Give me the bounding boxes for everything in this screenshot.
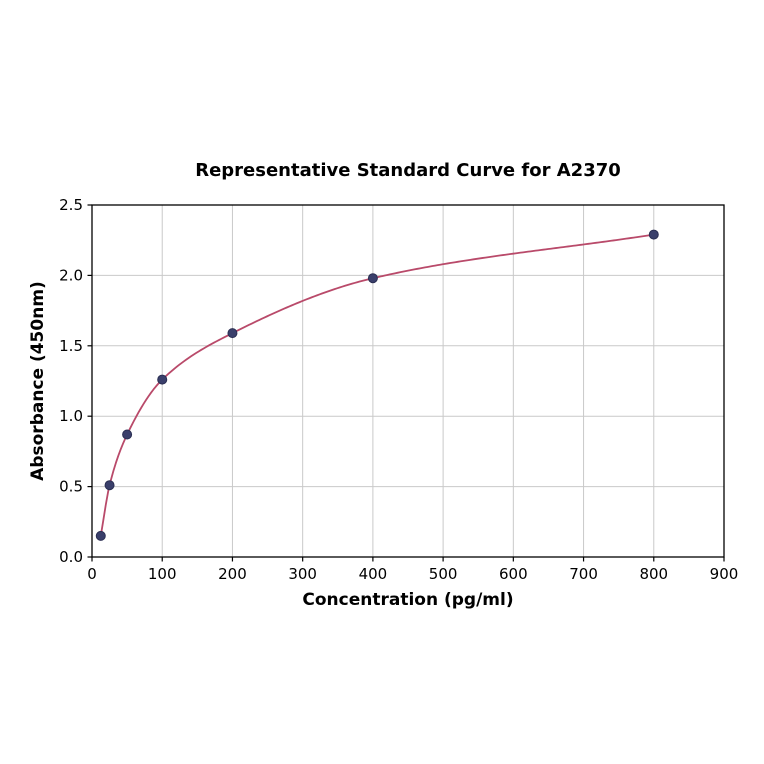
- chart-title: Representative Standard Curve for A2370: [195, 160, 621, 181]
- x-tick-label: 100: [148, 565, 177, 583]
- data-point-marker: [157, 374, 168, 385]
- y-tick-label: 1.0: [59, 407, 83, 425]
- data-point-marker: [227, 328, 238, 339]
- data-point-marker: [95, 530, 106, 541]
- x-tick-label: 200: [218, 565, 247, 583]
- x-tick-label: 400: [359, 565, 388, 583]
- x-tick-label: 800: [639, 565, 668, 583]
- x-tick-label: 300: [288, 565, 317, 583]
- x-tick-label: 600: [499, 565, 528, 583]
- x-axis-label: Concentration (pg/ml): [302, 590, 514, 610]
- plot-border: [91, 204, 725, 558]
- x-tick-label: 500: [429, 565, 458, 583]
- x-tick-label: 700: [569, 565, 598, 583]
- x-tick-label: 900: [710, 565, 739, 583]
- y-tick-label: 2.5: [59, 196, 83, 214]
- data-point-marker: [648, 229, 659, 240]
- y-tick-label: 0.5: [59, 478, 83, 496]
- data-point-marker: [104, 480, 115, 491]
- y-tick-label: 1.5: [59, 337, 83, 355]
- y-axis-label: Absorbance (450nm): [28, 281, 48, 481]
- data-point-marker: [367, 273, 378, 284]
- y-tick-label: 2.0: [59, 266, 83, 284]
- y-tick-label: 0.0: [59, 548, 83, 566]
- data-point-marker: [122, 429, 133, 440]
- x-tick-label: 0: [87, 565, 97, 583]
